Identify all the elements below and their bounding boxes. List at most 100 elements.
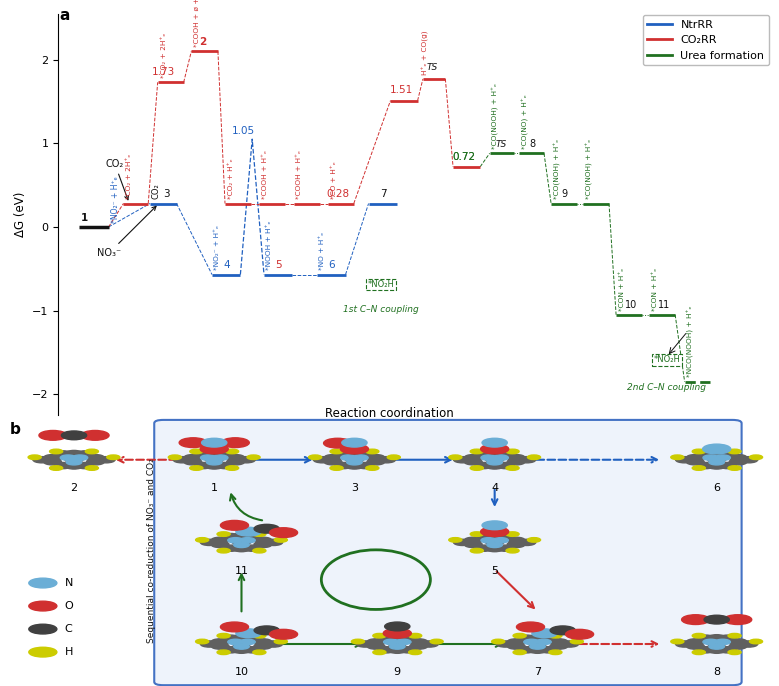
Text: 1.51: 1.51 [390,85,413,95]
Circle shape [421,641,439,647]
Circle shape [367,639,385,645]
Text: 1.05: 1.05 [232,126,255,136]
Circle shape [718,647,736,653]
Circle shape [549,633,562,638]
Text: *CO₂ + 2H⁺ₑ: *CO₂ + 2H⁺ₑ [160,33,167,78]
Circle shape [740,457,758,463]
Circle shape [202,438,227,447]
Circle shape [274,639,287,643]
Text: 9: 9 [562,189,568,199]
Circle shape [409,633,421,638]
Text: *COOH + H⁺ₑ: *COOH + H⁺ₑ [263,150,268,200]
Circle shape [729,643,747,649]
Circle shape [243,647,261,653]
Circle shape [383,639,399,645]
Circle shape [718,462,736,469]
Text: *CO(NO) + H⁺ₑ: *CO(NO) + H⁺ₑ [521,94,529,149]
Circle shape [496,451,514,457]
Circle shape [693,650,705,654]
Circle shape [507,537,525,543]
Circle shape [81,431,109,440]
Text: *CON + H⁺ₑ: *CON + H⁺ₑ [619,267,625,311]
Circle shape [211,537,229,543]
Circle shape [196,538,209,542]
Circle shape [493,455,509,460]
Circle shape [356,641,374,647]
Circle shape [486,539,503,545]
Circle shape [513,633,526,638]
Text: *NO₂⁻ + H⁺ₑ: *NO₂⁻ + H⁺ₑ [111,176,120,223]
Circle shape [346,451,363,457]
Text: *CO₂ + H⁺ₑ: *CO₂ + H⁺ₑ [228,158,234,200]
Circle shape [527,538,541,542]
Circle shape [693,466,705,471]
Circle shape [173,457,191,463]
Circle shape [55,462,72,469]
Circle shape [233,647,250,653]
Circle shape [206,451,223,457]
Circle shape [749,639,763,643]
Circle shape [373,633,386,638]
Circle shape [200,539,218,545]
Text: 0.72: 0.72 [452,152,475,162]
Circle shape [729,639,747,645]
Text: Sequential co-reduction of NO₃⁻ and CO₂: Sequential co-reduction of NO₃⁻ and CO₂ [147,458,157,643]
Text: CO₂: CO₂ [106,158,129,200]
Circle shape [200,641,218,647]
Circle shape [353,455,368,460]
Circle shape [86,466,98,471]
Circle shape [387,455,400,460]
Circle shape [383,628,411,638]
Circle shape [65,463,83,469]
Circle shape [29,601,57,611]
Text: CO₂: CO₂ [151,184,160,200]
Text: 0.72: 0.72 [452,152,475,162]
Circle shape [179,438,207,447]
Text: NO₃⁻: NO₃⁻ [97,206,156,258]
Circle shape [486,545,503,552]
Circle shape [236,528,261,536]
Circle shape [211,643,229,649]
Text: O: O [65,601,73,611]
Circle shape [323,438,351,448]
Circle shape [507,639,525,645]
Circle shape [486,457,503,463]
Circle shape [481,444,509,454]
Circle shape [217,548,230,553]
Circle shape [686,459,704,465]
Text: 10: 10 [234,667,249,677]
Circle shape [570,639,583,643]
Circle shape [270,528,298,538]
Circle shape [217,532,230,536]
Circle shape [675,641,693,647]
Circle shape [518,539,536,545]
Circle shape [703,639,718,645]
Circle shape [409,650,421,654]
Circle shape [729,455,747,461]
Circle shape [399,635,417,641]
Text: N: N [65,578,73,588]
Circle shape [536,639,552,645]
Text: 2: 2 [70,483,78,493]
Circle shape [481,527,509,536]
Circle shape [243,545,261,552]
Circle shape [708,463,725,469]
Circle shape [29,624,57,634]
Text: *NO + H⁺ₑ: *NO + H⁺ₑ [319,232,325,270]
Circle shape [265,641,283,647]
Circle shape [749,455,763,460]
Circle shape [453,457,471,463]
Circle shape [529,647,546,653]
Circle shape [410,639,428,645]
Circle shape [506,532,519,536]
Circle shape [430,639,443,643]
Circle shape [471,548,483,553]
Circle shape [200,455,216,460]
Text: 3: 3 [163,189,170,199]
Text: *NO₂⁻ + H⁺ₑ: *NO₂⁻ + H⁺ₑ [213,225,220,270]
Text: TS: TS [427,62,439,72]
Circle shape [227,639,243,645]
Circle shape [72,455,88,460]
Circle shape [518,635,536,641]
Circle shape [399,647,417,653]
